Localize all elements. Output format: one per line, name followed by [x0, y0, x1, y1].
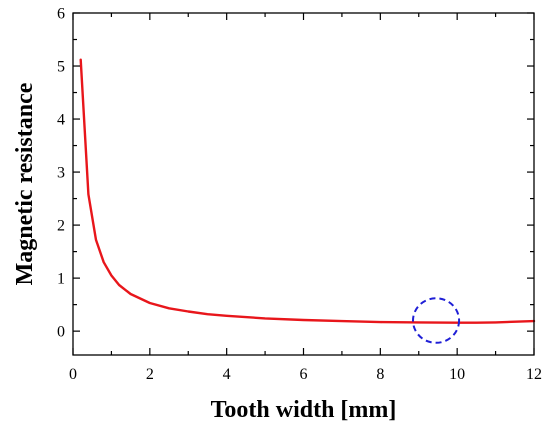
y-tick-label: 5 — [57, 59, 65, 76]
x-axis-title: Tooth width [mm] — [211, 397, 397, 423]
series-line — [79, 58, 536, 324]
y-axis-title: Magnetic resistance — [12, 82, 38, 285]
y-tick-label: 0 — [57, 324, 65, 341]
x-tick-label: 4 — [223, 366, 231, 383]
x-tick-label: 10 — [449, 366, 465, 383]
axis-ticks — [72, 12, 535, 355]
x-tick-label: 2 — [146, 366, 154, 383]
plot-area — [79, 58, 536, 344]
x-tick-label: 8 — [376, 366, 384, 383]
y-tick-label: 2 — [57, 218, 65, 235]
y-tick-label: 1 — [57, 271, 65, 288]
x-tick-label: 6 — [300, 366, 308, 383]
y-tick-label: 6 — [57, 6, 65, 23]
y-tick-label: 4 — [57, 112, 65, 129]
highlight-circle — [411, 297, 461, 344]
y-tick-label: 3 — [57, 165, 65, 182]
x-tick-label: 12 — [526, 366, 542, 383]
plot-frame — [72, 12, 535, 356]
x-tick-label: 0 — [69, 366, 77, 383]
